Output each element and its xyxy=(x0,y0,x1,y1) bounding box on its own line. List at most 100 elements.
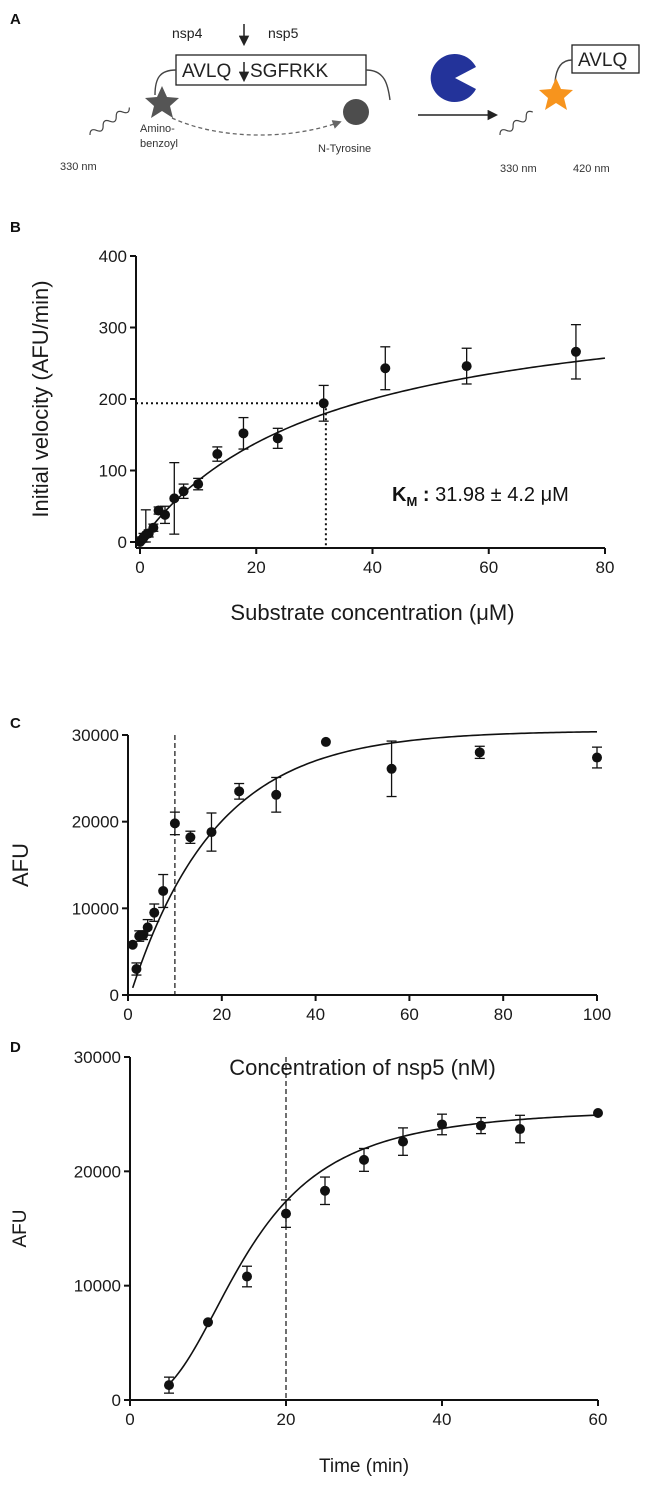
fit-curve xyxy=(131,730,598,989)
x-tick-label: 40 xyxy=(363,558,382,577)
data-point xyxy=(592,752,602,763)
product-fluorophore-star-icon xyxy=(539,78,573,110)
peptide-seq-right: SGFRKK xyxy=(250,61,328,82)
data-point xyxy=(320,1185,330,1196)
wavy-excitation-icon xyxy=(89,107,130,136)
data-point xyxy=(127,939,138,950)
quencher-label: N-Tyrosine xyxy=(318,143,371,155)
panel-a: A nsp4 nsp5 AVLQ SGFRKK 330 nm Amino- be… xyxy=(10,11,640,175)
data-point xyxy=(149,907,160,918)
x-tick-label: 80 xyxy=(596,558,615,577)
panel-letter-b: B xyxy=(10,219,21,236)
peptide-seq-left: AVLQ xyxy=(182,61,231,82)
panel-letter-a: A xyxy=(10,11,21,28)
data-point xyxy=(178,486,189,497)
data-point xyxy=(203,1317,213,1328)
product-seq: AVLQ xyxy=(578,50,627,71)
x-tick-label: 40 xyxy=(306,1005,325,1024)
x-tick-label: 60 xyxy=(400,1005,419,1024)
data-point xyxy=(515,1124,525,1135)
data-point xyxy=(380,363,391,374)
excitation-label-right: 330 nm xyxy=(500,163,537,175)
panel-c: C 0 10000 20000 30000 0 20 40 60 80 100 Concentrat… xyxy=(8,715,611,1080)
linker-left xyxy=(154,69,177,96)
km-symbol: K xyxy=(392,484,407,506)
y-tick-label: 20000 xyxy=(72,813,119,832)
data-point xyxy=(386,763,397,774)
data-point xyxy=(271,789,282,800)
y-tick-label: 30000 xyxy=(74,1048,121,1067)
data-point xyxy=(193,479,204,490)
quencher-circle-icon xyxy=(343,99,369,125)
data-point xyxy=(238,428,249,439)
data-point xyxy=(169,493,180,504)
fit-curve xyxy=(164,1114,599,1389)
x-axis-label: Substrate concentration (μM) xyxy=(230,600,514,625)
data-point xyxy=(398,1136,408,1147)
y-tick-label: 0 xyxy=(112,1391,121,1410)
donor-label-line1: Amino- xyxy=(140,123,175,135)
fluorophore-star-icon xyxy=(145,86,179,118)
data-point xyxy=(234,786,245,797)
emission-label: 420 nm xyxy=(573,163,610,175)
y-tick-label: 400 xyxy=(99,247,127,266)
data-point xyxy=(359,1154,369,1165)
data-point xyxy=(437,1119,447,1130)
y-axis-label: AFU xyxy=(8,843,33,887)
km-value: 31.98 ± 4.2 μM xyxy=(430,484,569,506)
x-tick-label: 40 xyxy=(433,1410,452,1429)
panel-d: D 0 10000 20000 30000 0 20 40 60 Time (min) AFU xyxy=(10,1039,607,1477)
data-point xyxy=(169,818,180,829)
data-point xyxy=(476,1120,486,1131)
excitation-label-left: 330 nm xyxy=(60,161,97,173)
chart-c: 0 10000 20000 30000 0 20 40 60 80 100 Concentratio… xyxy=(8,726,611,1080)
data-point xyxy=(212,449,223,460)
x-tick-label: 20 xyxy=(247,558,266,577)
y-tick-label: 300 xyxy=(99,319,127,338)
data-point xyxy=(159,509,170,520)
y-tick-label: 10000 xyxy=(74,1277,121,1296)
data-point xyxy=(206,827,217,838)
product-box xyxy=(571,44,640,74)
y-tick-label: 0 xyxy=(110,986,119,1005)
chart-b: 0 100 200 300 400 0 20 40 60 80 Substrate concentr… xyxy=(28,247,614,625)
data-point xyxy=(281,1208,291,1219)
data-point xyxy=(131,964,142,974)
data-point xyxy=(318,398,329,409)
data-point xyxy=(320,736,331,747)
x-tick-label: 0 xyxy=(123,1005,132,1024)
data-point xyxy=(474,747,485,758)
wavy-excitation-right-icon xyxy=(499,110,533,136)
km-annotation: KM : 31.98 ± 4.2 μM xyxy=(392,484,569,509)
x-tick-label: 60 xyxy=(479,558,498,577)
data-point xyxy=(570,346,581,357)
x-tick-label: 60 xyxy=(589,1410,608,1429)
data-point xyxy=(142,922,153,933)
donor-label-line2: benzoyl xyxy=(140,138,178,150)
fit-curve xyxy=(139,357,606,543)
chart-d: 0 10000 20000 30000 0 20 40 60 Time (min) AFU xyxy=(10,1048,607,1477)
x-tick-label: 80 xyxy=(494,1005,513,1024)
y-tick-label: 200 xyxy=(99,390,127,409)
data-point xyxy=(185,832,196,843)
cleavage-label-nsp5: nsp5 xyxy=(268,25,299,41)
data-point xyxy=(164,1380,174,1391)
x-axis-label: Concentration of nsp5 (nM) xyxy=(229,1055,496,1080)
data-point xyxy=(593,1108,603,1119)
data-point xyxy=(461,361,472,372)
y-tick-label: 0 xyxy=(118,533,127,552)
cleavage-label-nsp4: nsp4 xyxy=(172,25,203,41)
km-colon: : xyxy=(417,484,429,506)
x-tick-label: 100 xyxy=(583,1005,611,1024)
data-point xyxy=(148,522,159,533)
panel-letter-c: C xyxy=(10,715,21,732)
y-tick-label: 20000 xyxy=(74,1162,121,1181)
y-tick-label: 10000 xyxy=(72,899,119,918)
x-tick-label: 0 xyxy=(135,558,144,577)
km-subscript: M xyxy=(406,494,417,509)
y-axis-label: AFU xyxy=(10,1210,31,1248)
data-point xyxy=(242,1271,252,1282)
data-point xyxy=(272,433,283,444)
y-tick-label: 100 xyxy=(99,462,127,481)
